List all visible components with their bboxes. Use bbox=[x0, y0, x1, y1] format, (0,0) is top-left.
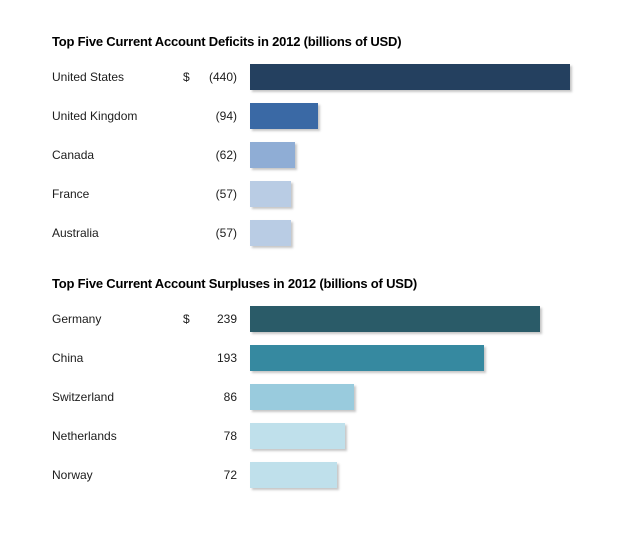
bar bbox=[250, 103, 318, 129]
country-label: Netherlands bbox=[52, 429, 117, 443]
bar bbox=[250, 220, 291, 246]
chart-row: United Kingdom (94) bbox=[52, 103, 623, 129]
country-label: Canada bbox=[52, 148, 95, 162]
value-label: 86 bbox=[223, 390, 237, 404]
bar bbox=[250, 423, 345, 449]
surpluses-chart-rows: Germany $239 China 193 Switzerland 86 Netherla… bbox=[52, 306, 623, 488]
bar bbox=[250, 142, 295, 168]
bar bbox=[250, 384, 354, 410]
country-label: United States bbox=[52, 70, 125, 84]
chart-row: France (57) bbox=[52, 181, 623, 207]
value-label: 78 bbox=[223, 429, 237, 443]
country-label: France bbox=[52, 187, 90, 201]
currency-symbol: $ bbox=[183, 70, 190, 84]
chart-row: Germany $239 bbox=[52, 306, 623, 332]
chart-row: China 193 bbox=[52, 345, 623, 371]
bar bbox=[250, 306, 540, 332]
country-label: Germany bbox=[52, 312, 102, 326]
country-label: Switzerland bbox=[52, 390, 115, 404]
chart-row: Switzerland 86 bbox=[52, 384, 623, 410]
value-label: (440) bbox=[208, 70, 237, 84]
bar bbox=[250, 345, 484, 371]
deficits-chart-title: Top Five Current Account Deficits in 201… bbox=[52, 34, 402, 49]
bar bbox=[250, 181, 291, 207]
surpluses-chart-title: Top Five Current Account Surpluses in 20… bbox=[52, 276, 418, 291]
value-label: (57) bbox=[215, 187, 237, 201]
bar bbox=[250, 64, 570, 90]
value-label: (62) bbox=[215, 148, 237, 162]
country-label: Australia bbox=[52, 226, 99, 240]
surpluses-chart: Top Five Current Account Surpluses in 20… bbox=[52, 275, 623, 488]
deficits-chart: Top Five Current Account Deficits in 201… bbox=[52, 33, 623, 246]
chart-row: Netherlands 78 bbox=[52, 423, 623, 449]
currency-symbol: $ bbox=[183, 312, 190, 326]
deficits-chart-rows: United States $ (440) United Kingdom (94) Can… bbox=[52, 64, 623, 246]
country-label: China bbox=[52, 351, 84, 365]
country-label: United Kingdom bbox=[52, 109, 138, 123]
chart-row: Norway 72 bbox=[52, 462, 623, 488]
chart-row: Australia (57) bbox=[52, 220, 623, 246]
value-label: 239 bbox=[216, 312, 237, 326]
value-label: 72 bbox=[223, 468, 237, 482]
value-label: (94) bbox=[215, 109, 237, 123]
country-label: Norway bbox=[52, 468, 93, 482]
bar bbox=[250, 462, 337, 488]
value-label: 193 bbox=[216, 351, 237, 365]
chart-row: United States $ (440) bbox=[52, 64, 623, 90]
chart-row: Canada (62) bbox=[52, 142, 623, 168]
value-label: (57) bbox=[215, 226, 237, 240]
